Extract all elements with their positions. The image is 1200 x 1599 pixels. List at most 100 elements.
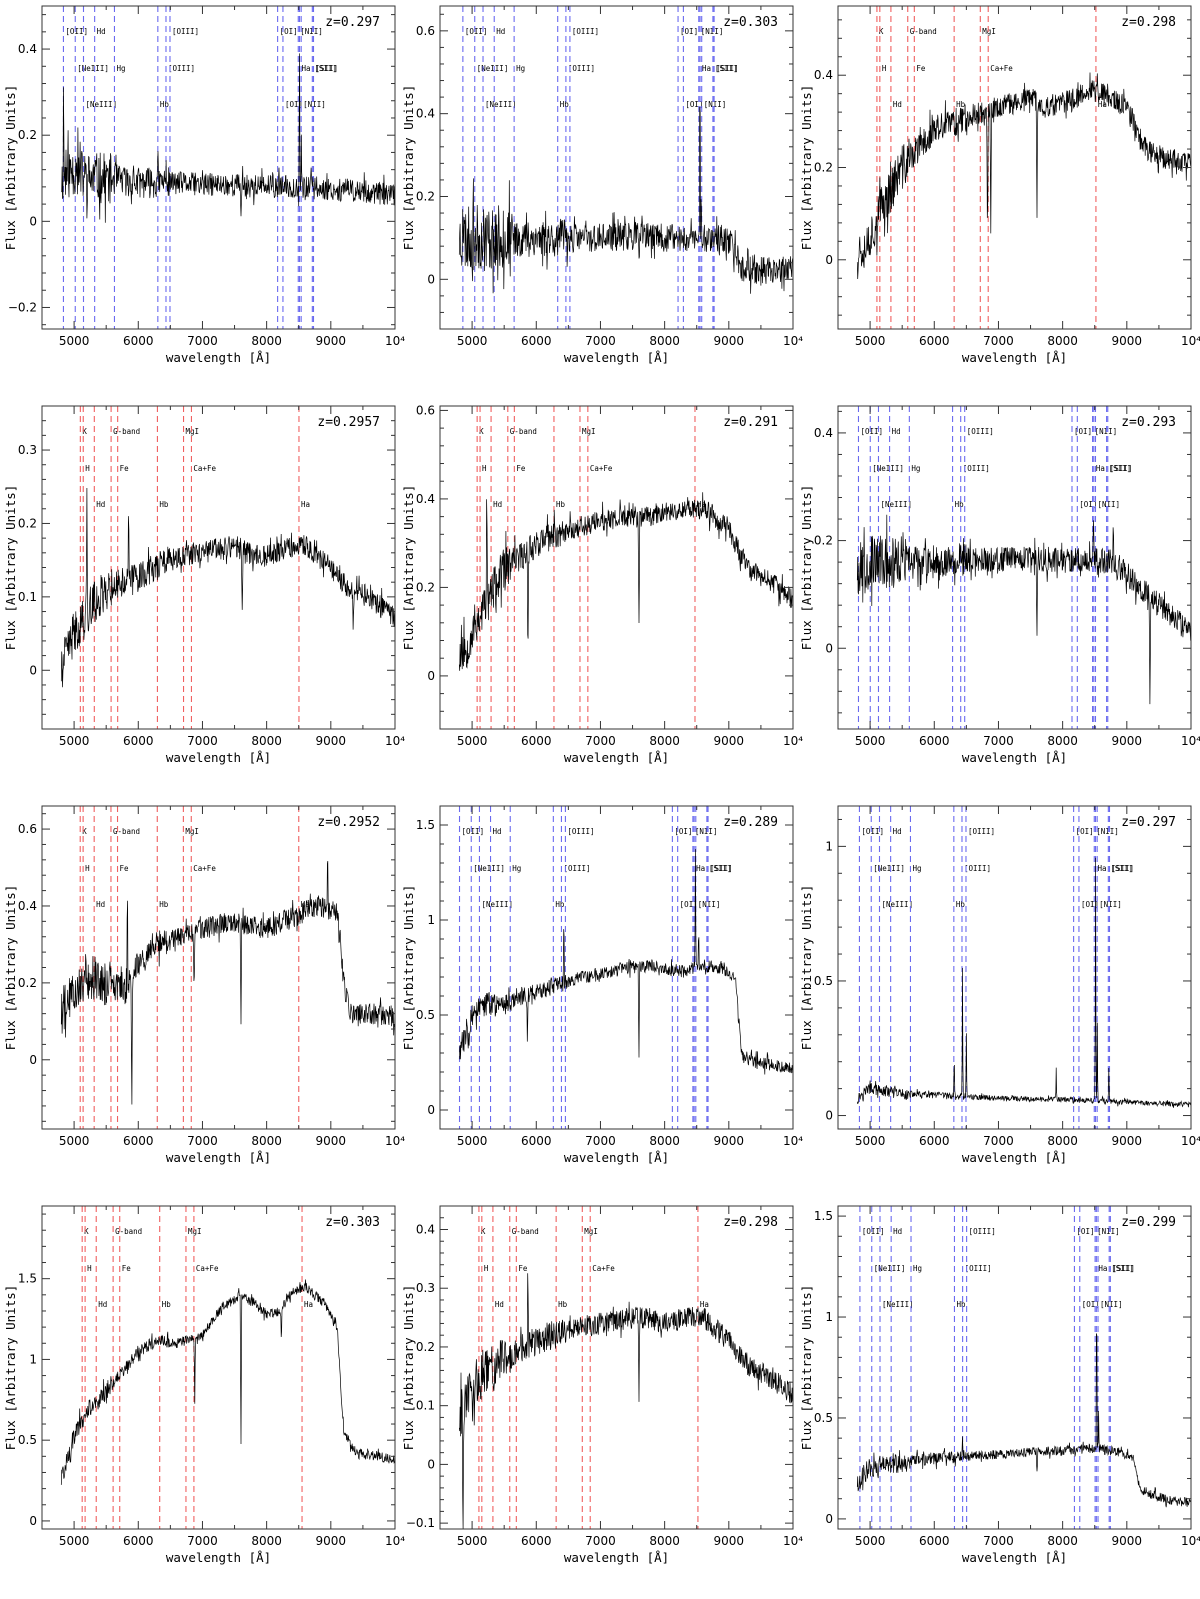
spectral-line-label: [SII] <box>715 64 738 73</box>
y-axis-label: Flux [Arbitrary Units] <box>3 85 18 251</box>
spectral-line-label: [SII] <box>1111 864 1134 873</box>
y-tick-label: 1.5 <box>814 1209 833 1223</box>
redshift-label: z=0.303 <box>325 1215 380 1230</box>
y-tick-label: 0.5 <box>814 1411 833 1425</box>
spectral-line-label: [OI] <box>1076 827 1094 836</box>
spectrum-plot-svg: K H Hd G-band Fe Hb MgI Ca+Fe Ha 5000 6000 7000 8000… <box>3 405 405 765</box>
x-tick-label: 8000 <box>1047 1134 1078 1148</box>
spectral-line-label: [OI] <box>1082 1300 1100 1309</box>
x-tick-label: 9000 <box>1112 734 1143 748</box>
spectrum-panel: K H Hd G-band Fe Hb MgI Ca+Fe Ha 5000 6000 7000 8000… <box>2 1200 405 1599</box>
x-axis-label: wavelength [Å] <box>564 1550 669 1565</box>
y-tick-label: 1 <box>29 1352 37 1366</box>
y-tick-label: 0 <box>825 1109 833 1123</box>
x-axis-label: wavelength [Å] <box>166 350 271 365</box>
spectral-line-label: [OI] <box>674 827 692 836</box>
spectrum-trace <box>61 53 395 223</box>
y-tick-label: 0.2 <box>814 534 833 548</box>
y-tick-label: 0.2 <box>416 1340 435 1354</box>
spectral-line-label: Hb <box>560 100 570 109</box>
x-tick-label: 7000 <box>585 334 616 348</box>
y-tick-label: 0 <box>825 641 833 655</box>
x-tick-label: 10⁴ <box>783 1534 803 1548</box>
spectral-line-label: [SII] <box>315 64 338 73</box>
x-tick-label: 7000 <box>585 1534 616 1548</box>
spectral-line-label: [OIII] <box>568 64 595 73</box>
spectral-line-label: [NII] <box>1096 827 1119 836</box>
spectral-line-label: K <box>879 27 884 36</box>
x-tick-label: 6000 <box>919 334 950 348</box>
x-tick-label: 7000 <box>983 334 1014 348</box>
spectral-line-label: Hb <box>162 1300 172 1309</box>
spectral-line-label: Ca+Fe <box>196 1264 219 1273</box>
redshift-label: z=0.298 <box>1121 15 1176 30</box>
x-tick-label: 5000 <box>457 1134 488 1148</box>
spectral-line-label: Ha <box>696 864 705 873</box>
spectrum-plot-svg: [OII] [NeIII] [NeIII] Hd Hg Hb [OIII] [OIII] [OI… <box>799 405 1200 765</box>
x-tick-label: 5000 <box>855 1534 886 1548</box>
y-tick-label: 1.5 <box>18 1272 37 1286</box>
spectrum-trace <box>60 860 395 1105</box>
spectral-line-label: [NII] <box>704 100 727 109</box>
plot-frame <box>439 405 794 730</box>
x-tick-label: 10⁴ <box>385 1134 405 1148</box>
spectral-line-label: Hg <box>516 64 525 73</box>
redshift-label: z=0.303 <box>723 15 778 30</box>
plot-frame <box>837 405 1192 730</box>
spectral-line-label: [OIII] <box>168 64 195 73</box>
spectral-line-label: Hd <box>892 427 901 436</box>
y-tick-label: −0.1 <box>406 1516 435 1530</box>
x-tick-label: 9000 <box>714 1134 745 1148</box>
redshift-label: z=0.297 <box>325 15 380 30</box>
spectral-line-label: [OII] <box>65 27 88 36</box>
x-tick-label: 9000 <box>714 734 745 748</box>
spectral-line-label: [OI] <box>285 100 303 109</box>
spectral-line-label: [OIII] <box>964 864 991 873</box>
spectral-line-label: Ca+Fe <box>990 64 1013 73</box>
spectrum-trace <box>856 1333 1191 1508</box>
spectral-line-label: [OI] <box>280 27 298 36</box>
y-tick-label: 0.4 <box>18 42 37 56</box>
x-tick-label: 6000 <box>123 734 154 748</box>
spectral-line-label: [OI] <box>1079 500 1097 509</box>
spectrum-panel: K H Hd G-band Fe Hb MgI Ca+Fe Ha 5000 6000 7000 8000… <box>400 400 803 799</box>
y-tick-label: 0 <box>427 272 435 286</box>
spectrum-panel: [OII] [NeIII] [NeIII] Hd Hg Hb [OIII] [OIII] [OI… <box>798 800 1200 1199</box>
x-tick-label: 6000 <box>919 734 950 748</box>
spectrum-panel: [OII] [NeIII] [NeIII] Hd Hg Hb [OIII] [OIII] [OI… <box>2 0 405 399</box>
spectral-line-label: H <box>482 464 487 473</box>
x-tick-label: 8000 <box>1047 734 1078 748</box>
spectral-line-label: Hb <box>555 900 565 909</box>
x-axis-label: wavelength [Å] <box>564 1150 669 1165</box>
spectrum-trace <box>458 106 793 294</box>
x-tick-label: 8000 <box>649 334 680 348</box>
x-tick-label: 7000 <box>585 1134 616 1148</box>
y-axis-label: Flux [Arbitrary Units] <box>3 485 18 651</box>
x-tick-label: 8000 <box>649 734 680 748</box>
spectral-line-label: MgI <box>584 1227 598 1236</box>
x-tick-label: 10⁴ <box>385 734 405 748</box>
spectrum-trace <box>60 487 395 688</box>
spectral-line-label: [NII] <box>300 27 323 36</box>
spectrum-plot-svg: K H Hd G-band Fe Hb MgI Ca+Fe Ha 5000 6000 7000 8000… <box>3 805 405 1165</box>
spectrum-panel: K H Hd G-band Fe Hb MgI Ca+Fe Ha 5000 6000 7000 8000… <box>400 1200 803 1599</box>
spectrum-plot-svg: K H Hd G-band Fe Hb MgI Ca+Fe Ha 5000 6000 7000 8000… <box>3 1205 405 1565</box>
spectral-line-label: [OI] <box>1074 427 1092 436</box>
spectral-line-label: Hg <box>911 464 920 473</box>
spectrum-plot-svg: K H Hd G-band Fe Hb MgI Ca+Fe Ha 5000 6000 7000 8000… <box>401 1205 803 1565</box>
spectral-line-label: K <box>481 1227 486 1236</box>
y-tick-label: 0.1 <box>416 1399 435 1413</box>
spectral-line-label: Hd <box>493 500 502 509</box>
spectrum-panel: [OII] [NeIII] [NeIII] Hd Hg Hb [OIII] [OIII] [OI… <box>400 800 803 1199</box>
y-tick-label: 0.4 <box>416 1222 435 1236</box>
x-tick-label: 9000 <box>316 1134 347 1148</box>
y-tick-label: 0 <box>825 1512 833 1526</box>
x-tick-label: 8000 <box>649 1134 680 1148</box>
plot-frame <box>41 405 396 730</box>
spectral-line-label: [OII] <box>862 1227 885 1236</box>
y-axis-label: Flux [Arbitrary Units] <box>799 85 814 251</box>
x-tick-label: 7000 <box>187 734 218 748</box>
spectral-line-label: Hb <box>159 500 169 509</box>
spectral-line-label: [SII] <box>1111 1264 1134 1273</box>
